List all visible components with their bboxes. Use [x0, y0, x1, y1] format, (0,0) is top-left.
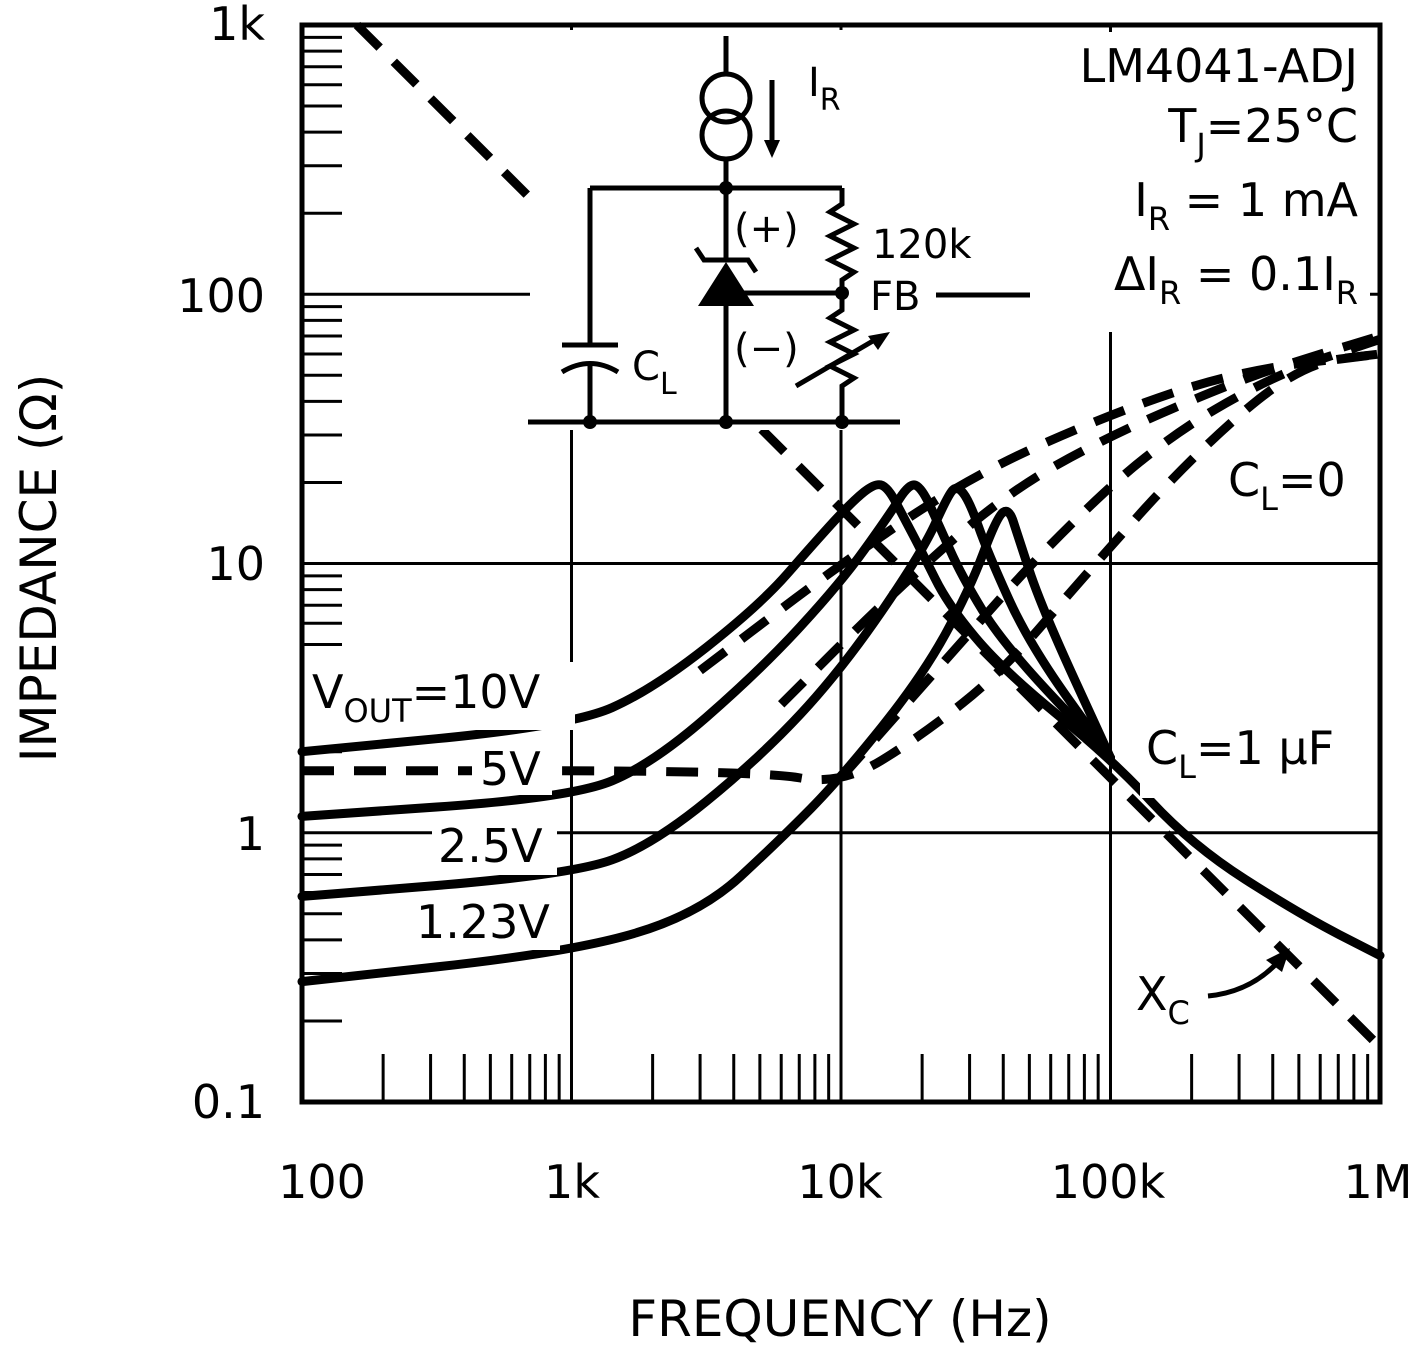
label-vout-1-23v: 1.23V — [416, 895, 550, 949]
schematic-minus-label: (−) — [734, 326, 799, 372]
x-tick-label: 1M — [1344, 1155, 1410, 1209]
plot-frame — [299, 22, 1383, 1105]
current-arrow-icon — [764, 140, 780, 158]
x-tick-label: 100 — [278, 1155, 366, 1209]
x-tick-label: 10k — [797, 1155, 883, 1209]
label-vout-10v: VOUT=10V — [312, 665, 541, 730]
series-line-8 — [302, 349, 1381, 785]
y-tick-label: 1 — [236, 807, 265, 861]
schematic-cl-label: CL — [632, 344, 677, 402]
x-tick-label: 1k — [544, 1155, 600, 1209]
condition-tj: TJ=25°C — [1167, 99, 1358, 164]
series-line-3 — [297, 506, 1115, 987]
inset-schematic: IR CL (+) (−) 120k FB — [528, 36, 1030, 429]
series-line-6 — [778, 331, 1382, 708]
condition-ir: IR = 1 mA — [1134, 173, 1358, 238]
x-axis-title: FREQUENCY (Hz) — [628, 1290, 1051, 1348]
series-line-5 — [697, 349, 1381, 675]
xc-pointer-arrowhead — [1266, 948, 1290, 972]
chart-title: LM4041-ADJ — [1080, 39, 1358, 93]
adjustable-resistor-icon — [824, 293, 860, 422]
label-cl-zero: CL=0 — [1228, 453, 1346, 518]
current-source-icon — [699, 71, 753, 125]
y-tick-label: 100 — [177, 269, 265, 323]
schematic-120k-label: 120k — [872, 222, 972, 268]
y-axis-title: IMPEDANCE (Ω) — [10, 374, 68, 762]
schematic-plus-label: (+) — [734, 206, 799, 252]
xc-pointer-arrow — [1207, 960, 1280, 999]
label-vout-5v: 5V — [480, 742, 541, 796]
series-line-4 — [353, 21, 1384, 1051]
label-cl-1uf: CL=1 µF — [1146, 721, 1334, 786]
y-tick-label: 0.1 — [192, 1075, 265, 1129]
condition-delta-ir: ΔIR = 0.1IR — [1114, 247, 1358, 312]
label-vout-2-5v: 2.5V — [438, 819, 543, 873]
y-tick-label: 1k — [209, 0, 265, 51]
x-tick-label: 100k — [1051, 1155, 1166, 1209]
y-tick-label: 10 — [206, 537, 265, 591]
curves — [297, 21, 1385, 1051]
schematic-ir-label: IR — [808, 60, 841, 118]
series-line-7 — [837, 335, 1382, 781]
schematic-fb-label: FB — [870, 274, 920, 320]
label-xc: XC — [1136, 967, 1190, 1032]
resistor-120k-icon — [824, 188, 860, 293]
